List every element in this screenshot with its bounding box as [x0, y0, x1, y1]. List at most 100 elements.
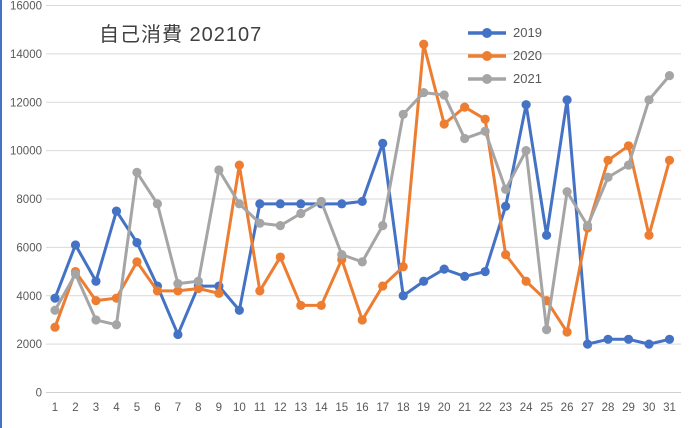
x-tick-label: 22	[479, 402, 492, 414]
data-point-2021	[378, 221, 388, 231]
data-point-2021	[152, 199, 163, 209]
x-tick-label: 10	[233, 402, 246, 414]
data-point-2019	[501, 201, 511, 211]
data-point-2021	[562, 187, 572, 197]
data-point-2020	[460, 102, 470, 112]
data-point-2020	[296, 300, 306, 311]
data-point-2020	[50, 322, 60, 332]
y-tick-label: 16000	[10, 1, 42, 13]
data-point-2021	[357, 257, 367, 267]
y-tick-label: 6000	[16, 242, 42, 254]
data-point-2020	[316, 300, 326, 311]
data-point-2020	[480, 114, 490, 124]
x-tick-label: 19	[417, 402, 430, 414]
legend-item-2021: 2021	[468, 67, 542, 90]
x-tick-label: 29	[622, 402, 635, 414]
data-point-2020	[501, 250, 511, 260]
data-point-2020	[193, 283, 203, 294]
data-point-2021	[132, 167, 142, 177]
data-point-2019	[644, 339, 654, 349]
data-point-2020	[234, 160, 244, 170]
x-tick-label: 15	[335, 402, 348, 414]
data-point-2019	[398, 291, 408, 301]
legend-label: 2021	[513, 71, 542, 86]
data-point-2019	[562, 95, 572, 105]
data-point-2021	[419, 87, 429, 98]
x-tick-label: 1	[52, 402, 58, 414]
data-point-2020	[521, 276, 531, 286]
y-tick-label: 0	[36, 388, 42, 400]
data-point-2021	[398, 109, 408, 119]
data-point-2019	[275, 199, 285, 209]
data-point-2020	[275, 252, 285, 262]
legend-marker-icon	[468, 73, 506, 84]
data-point-2020	[439, 119, 449, 129]
x-tick-label: 14	[315, 402, 328, 414]
data-point-2021	[480, 126, 490, 136]
data-point-2020	[357, 315, 367, 325]
data-point-2020	[664, 155, 675, 165]
legend-item-2020: 2020	[468, 44, 542, 67]
data-point-2021	[193, 276, 203, 286]
data-point-2021	[214, 165, 224, 175]
y-tick-label: 14000	[10, 49, 42, 61]
data-point-2019	[603, 334, 613, 344]
x-tick-label: 27	[581, 402, 594, 414]
data-point-2019	[541, 230, 552, 240]
data-point-2021	[316, 196, 326, 207]
legend-marker-icon	[468, 50, 506, 61]
x-tick-label: 11	[254, 402, 266, 414]
x-tick-label: 3	[93, 402, 99, 414]
data-point-2019	[460, 271, 470, 281]
x-tick-label: 23	[499, 402, 512, 414]
x-tick-label: 2	[72, 402, 78, 414]
data-point-2020	[152, 286, 163, 296]
data-point-2019	[173, 329, 183, 340]
y-tick-label: 2000	[16, 339, 42, 351]
data-point-2020	[173, 286, 183, 296]
x-tick-label: 26	[561, 402, 574, 414]
data-point-2020	[562, 327, 572, 337]
data-point-2020	[623, 141, 634, 151]
legend-label: 2020	[513, 48, 542, 63]
y-tick-label: 12000	[10, 97, 42, 109]
legend-label: 2019	[513, 25, 542, 40]
data-point-2019	[419, 276, 429, 286]
x-tick-label: 28	[602, 402, 615, 414]
data-point-2020	[255, 286, 265, 296]
data-point-2021	[521, 146, 531, 156]
x-tick-label: 25	[540, 402, 553, 414]
data-point-2019	[378, 138, 388, 148]
data-point-2020	[132, 257, 142, 267]
data-point-2021	[337, 250, 347, 260]
data-point-2020	[644, 230, 654, 240]
data-point-2020	[603, 155, 613, 165]
legend: 2019 2020 2021	[468, 21, 542, 90]
data-point-2020	[214, 288, 224, 298]
x-tick-label: 30	[643, 402, 656, 414]
legend-marker-icon	[468, 27, 506, 38]
data-point-2021	[296, 208, 306, 219]
data-point-2021	[664, 71, 675, 81]
data-point-2019	[70, 240, 81, 250]
data-point-2019	[582, 339, 593, 349]
x-tick-label: 31	[663, 402, 676, 414]
data-point-2020	[398, 262, 408, 272]
x-tick-label: 21	[458, 402, 471, 414]
data-point-2019	[357, 196, 367, 207]
data-point-2021	[623, 160, 634, 170]
data-point-2019	[664, 334, 675, 344]
y-tick-label: 4000	[16, 291, 42, 303]
x-tick-label: 24	[520, 402, 533, 414]
data-point-2021	[50, 305, 60, 315]
data-point-2019	[255, 199, 265, 209]
data-point-2019	[296, 199, 306, 209]
data-point-2021	[111, 320, 122, 330]
data-point-2020	[91, 295, 101, 306]
x-tick-label: 4	[113, 402, 120, 414]
chart-title: 自己消費 202107	[99, 24, 263, 46]
x-tick-label: 6	[154, 402, 160, 414]
data-point-2020	[419, 39, 429, 49]
data-point-2021	[644, 95, 654, 105]
data-point-2020	[378, 281, 388, 291]
